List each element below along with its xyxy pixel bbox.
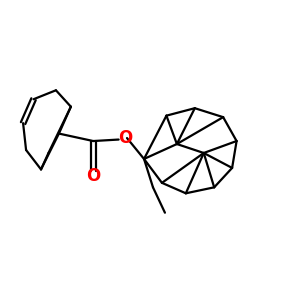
Text: O: O [86, 167, 100, 185]
Text: O: O [118, 129, 132, 147]
